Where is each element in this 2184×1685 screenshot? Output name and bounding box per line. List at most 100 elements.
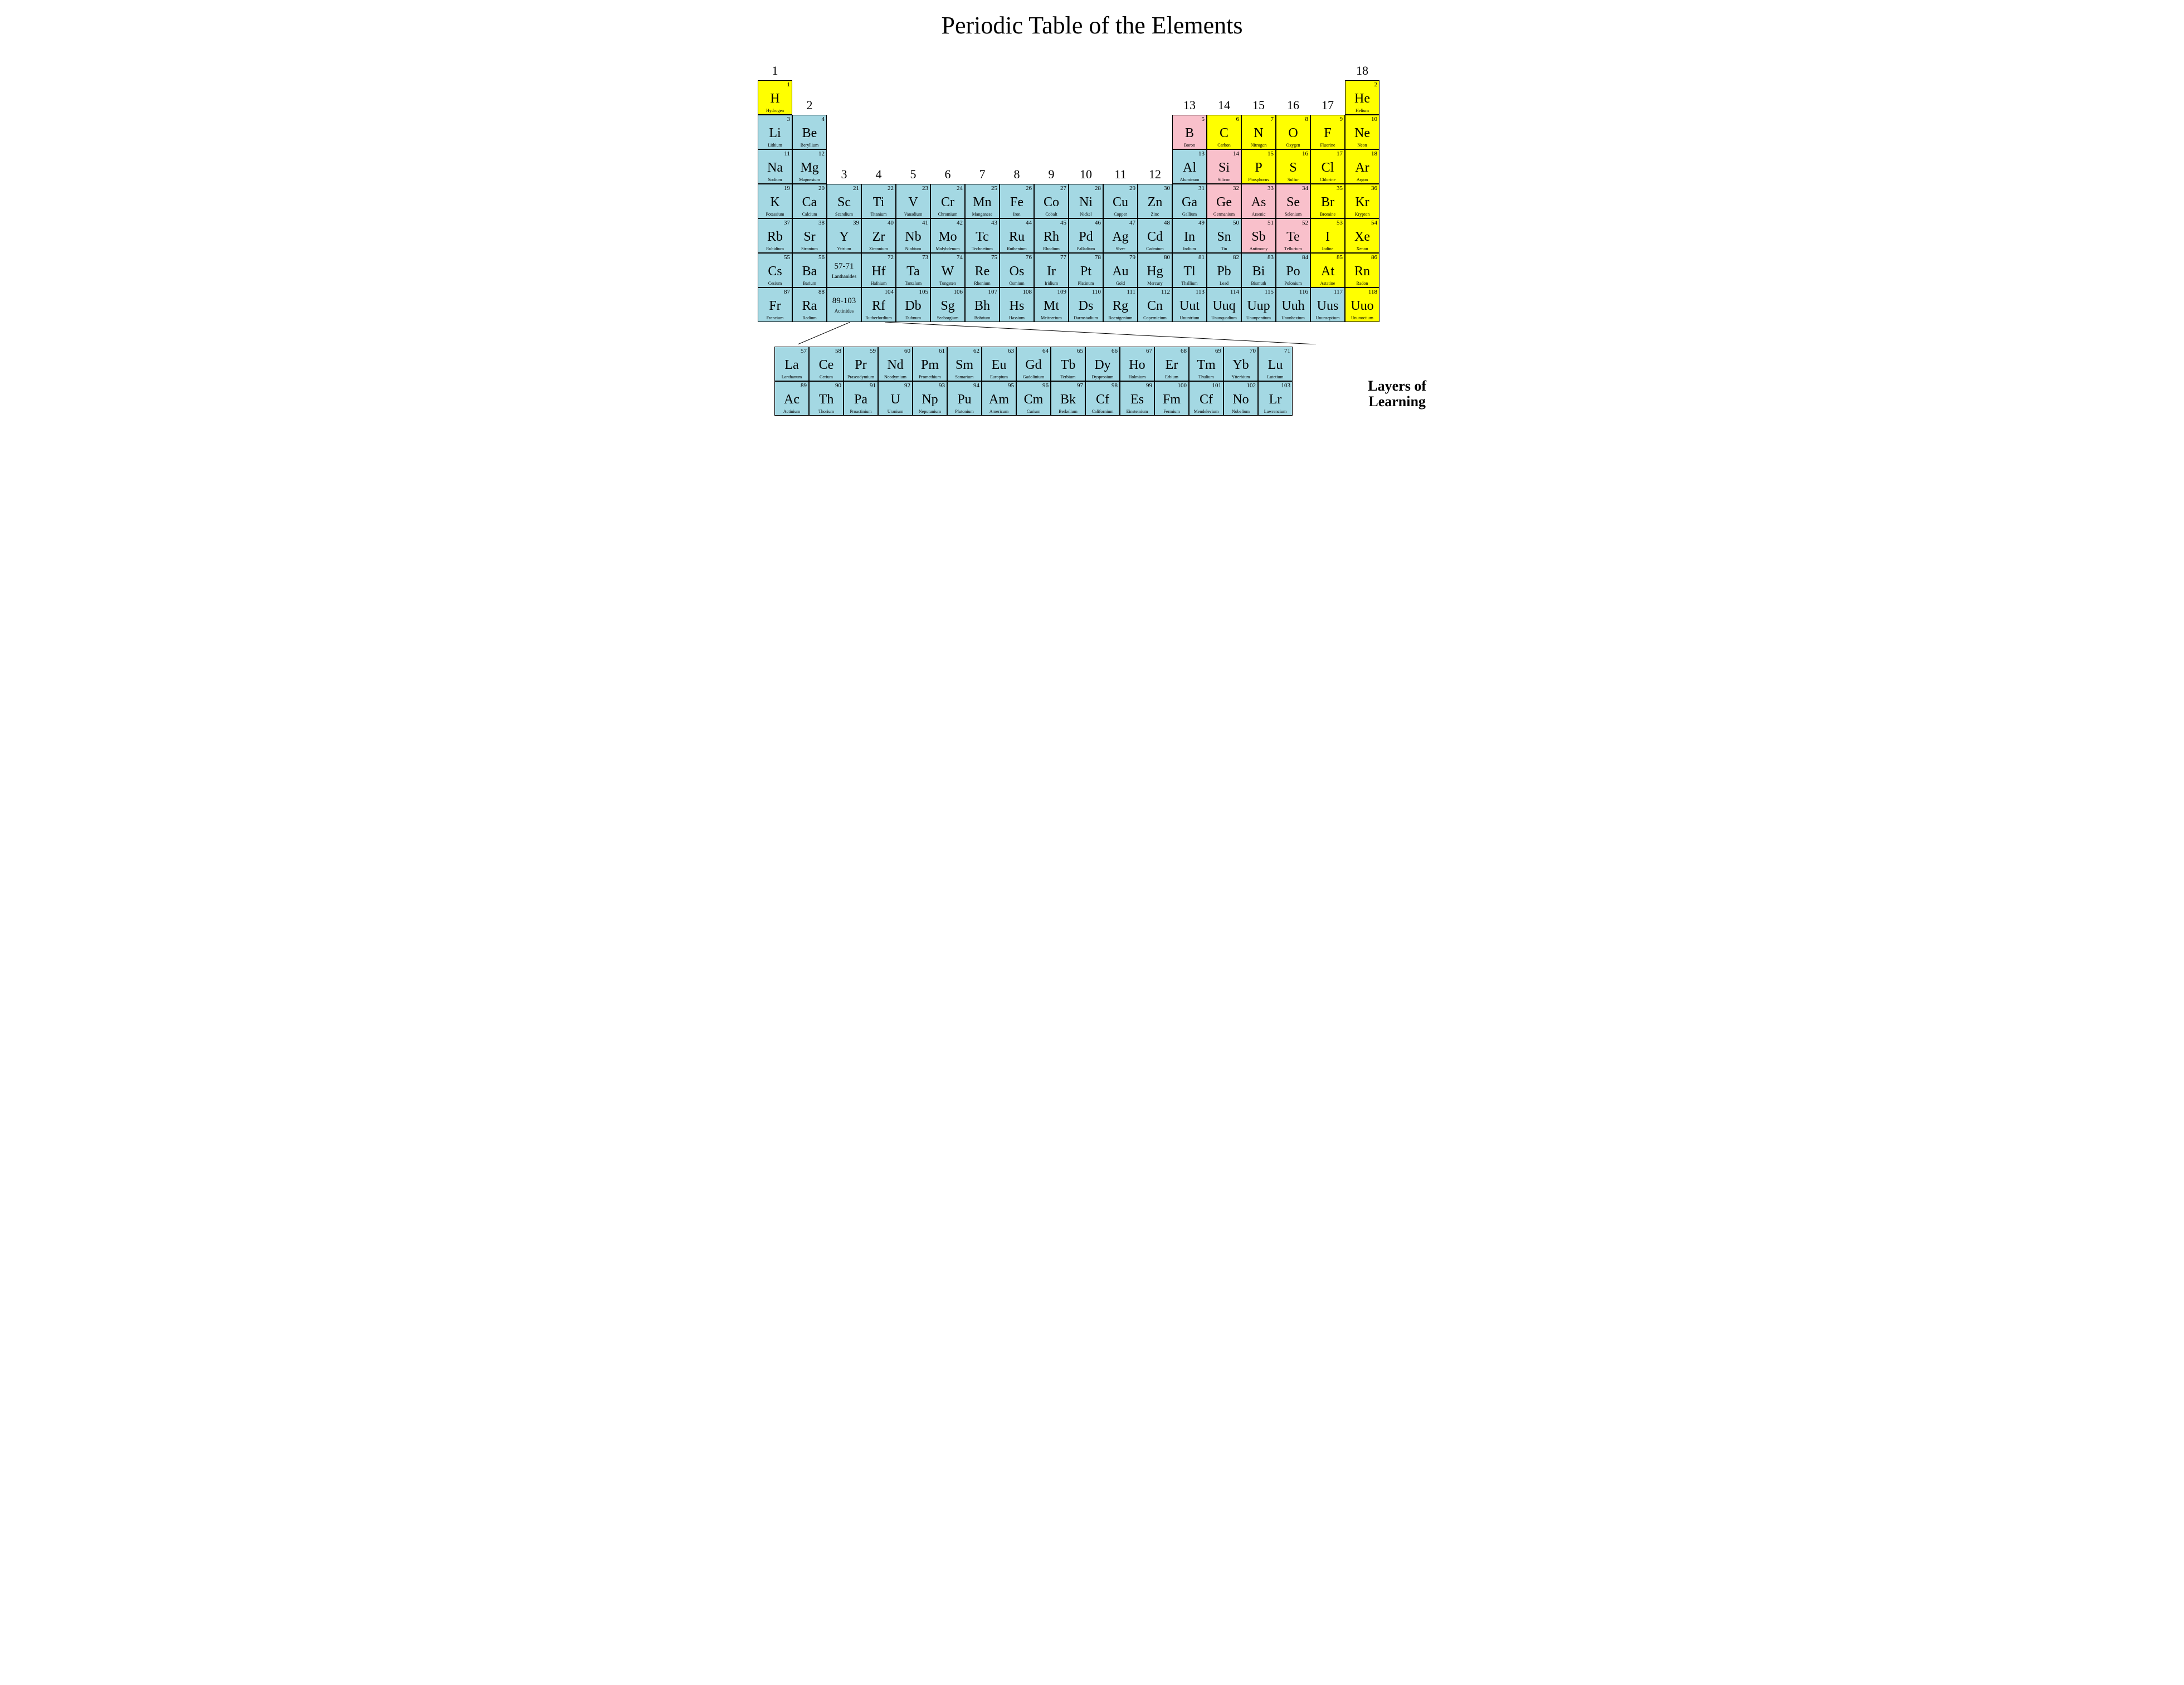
element-symbol: No [1232,393,1249,406]
element-name: Hydrogen [758,108,792,113]
atomic-number: 7 [1271,116,1274,123]
element-cell-fe: 26FeIron [1000,184,1034,218]
group-label-15: 15 [1241,80,1276,115]
element-name: Rutherfordium [862,315,895,320]
brand-label: Layers ofLearning [1368,378,1426,410]
element-symbol: Fr [769,299,781,313]
atomic-number: 60 [904,348,910,354]
atomic-number: 114 [1230,289,1239,295]
element-name: Slver [1104,246,1137,251]
atomic-number: 17 [1337,150,1343,157]
atomic-number: 96 [1042,382,1049,389]
element-symbol: Ni [1079,196,1093,209]
element-cell-nb: 41NbNiobium [896,218,930,253]
element-symbol: Pb [1217,265,1231,278]
element-name: Magnesium [793,177,826,182]
element-name: Phosphorus [1242,177,1275,182]
atomic-number: 14 [1233,150,1239,157]
atomic-number: 47 [1129,220,1135,226]
element-name: Ununquadium [1207,315,1241,320]
range-label: Lanthanides [832,274,856,279]
element-cell-ne: 10NeNeon [1345,115,1379,149]
f-block-grid: 57LaLanthanum58CeCerium59PrPraseodymium6… [774,347,1426,416]
element-symbol: Hf [871,265,885,278]
element-name: Calcium [793,212,826,217]
element-cell-sr: 38SrStronium [792,218,827,253]
element-name: Helium [1346,108,1379,113]
element-name: Radium [793,315,826,320]
element-symbol: Ge [1216,196,1232,209]
element-name: Zinc [1138,212,1172,217]
atomic-number: 30 [1164,185,1170,192]
element-name: Bromine [1311,212,1344,217]
element-cell-b: 5BBoron [1172,115,1207,149]
element-symbol: Ag [1112,230,1128,244]
atomic-number: 53 [1337,220,1343,226]
element-symbol: Cf [1200,393,1213,406]
atomic-number: 118 [1368,289,1377,295]
atomic-number: 20 [818,185,825,192]
element-cell-ru: 44RuRuthenium [1000,218,1034,253]
element-cell-cl: 17ClChlorine [1310,149,1345,184]
element-name: Darmstadium [1069,315,1103,320]
element-name: Oxygen [1276,143,1310,148]
element-cell-lu: 71LuLutetium [1258,347,1293,381]
element-symbol: Uuo [1351,299,1373,313]
element-cell-te: 52TeTellurium [1276,218,1310,253]
element-name: Mercury [1138,281,1172,286]
atomic-number: 64 [1042,348,1049,354]
element-name: Plutonium [948,409,981,414]
atomic-number: 106 [954,289,963,295]
atomic-number: 36 [1371,185,1377,192]
atomic-number: 2 [1374,81,1378,88]
element-cell-uuh: 116UuhUnunhexium [1276,288,1310,322]
element-cell-db: 105DbDubnum [896,288,930,322]
element-name: Rubidium [758,246,792,251]
element-cell-fr: 87FrFrancium [758,288,792,322]
element-symbol: Sm [956,358,973,372]
element-name: Gadolinium [1017,374,1050,379]
atomic-number: 83 [1268,254,1274,261]
element-cell-hs: 108HsHassium [1000,288,1034,322]
element-cell-ni: 28NiNickel [1069,184,1103,218]
element-symbol: Ne [1354,126,1370,140]
element-name: Rhenium [966,281,999,286]
element-name: Americum [982,409,1016,414]
atomic-number: 23 [922,185,928,192]
element-cell-la: 57LaLanthanum [774,347,809,381]
atomic-number: 42 [957,220,963,226]
element-symbol: Cf [1096,393,1109,406]
element-name: Californium [1086,409,1119,414]
element-symbol: Cd [1147,230,1163,244]
group-label-12: 12 [1138,149,1172,184]
element-name: Bohrium [966,315,999,320]
element-symbol: Pa [854,393,867,406]
atomic-number: 19 [784,185,790,192]
element-cell-cd: 48CdCadmium [1138,218,1172,253]
element-cell-rg: 111RgRoentgenium [1103,288,1138,322]
element-cell-mg: 12MgMagnesium [792,149,827,184]
element-symbol: Sr [803,230,815,244]
element-name: Copernicium [1138,315,1172,320]
element-symbol: Cr [941,196,954,209]
element-cell-uus: 117UusUnunseptium [1310,288,1345,322]
atomic-number: 50 [1233,220,1239,226]
element-symbol: Ar [1355,161,1369,174]
element-name: Ununoctium [1346,315,1379,320]
atomic-number: 57 [801,348,807,354]
atomic-number: 28 [1095,185,1101,192]
element-symbol: Cu [1113,196,1128,209]
group-label-13: 13 [1172,80,1207,115]
element-symbol: Ho [1129,358,1145,372]
element-name: Mendelevium [1190,409,1223,414]
element-symbol: Sc [837,196,851,209]
element-cell-v: 23VVanadium [896,184,930,218]
element-cell-u: 92UUranium [878,381,913,416]
atomic-number: 16 [1302,150,1308,157]
element-symbol: Sb [1251,230,1265,244]
element-cell-s: 16SSulfur [1276,149,1310,184]
atomic-number: 15 [1268,150,1274,157]
element-name: Praseodymium [844,374,878,379]
element-name: Copper [1104,212,1137,217]
element-name: Ununtrium [1173,315,1206,320]
